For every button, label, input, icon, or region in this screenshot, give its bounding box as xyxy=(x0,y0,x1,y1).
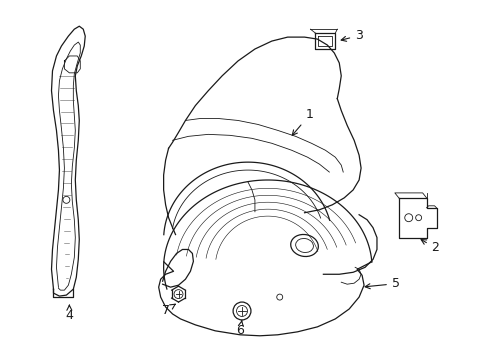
Text: 3: 3 xyxy=(341,29,362,42)
Text: 7: 7 xyxy=(161,304,175,317)
Text: 6: 6 xyxy=(236,321,244,337)
Text: 5: 5 xyxy=(365,277,399,290)
Text: 1: 1 xyxy=(292,108,313,135)
Text: 2: 2 xyxy=(420,239,439,255)
Text: 4: 4 xyxy=(65,305,73,322)
